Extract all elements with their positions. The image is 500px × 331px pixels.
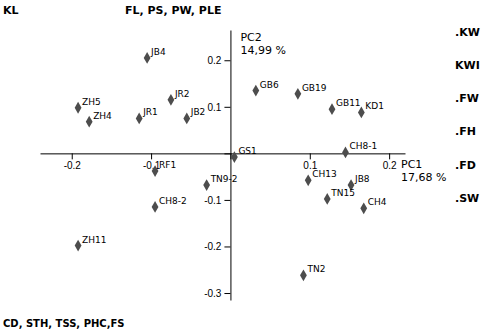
point xyxy=(183,113,190,125)
x-axis: -0.2-0.10.10.2 xyxy=(41,153,406,171)
point-label: TN2 xyxy=(306,264,325,274)
point xyxy=(203,179,210,191)
tick: -0.3 xyxy=(204,288,230,299)
point xyxy=(144,52,151,64)
tick-mark xyxy=(224,293,230,294)
point-label: CH8-1 xyxy=(349,141,377,151)
tick-label: -0.3 xyxy=(204,288,222,299)
annotation: .FH xyxy=(455,125,476,138)
point xyxy=(324,193,331,205)
point-label: CH4 xyxy=(368,197,387,207)
point xyxy=(136,113,143,125)
annotation: CD, STH, TSS, PHC,FS xyxy=(3,318,125,329)
tick-mark xyxy=(310,153,311,159)
point-label: KD1 xyxy=(365,101,384,111)
tick: -0.2 xyxy=(204,241,230,252)
annotation: .FW xyxy=(455,92,479,105)
tick-label: -0.2 xyxy=(64,160,82,171)
annotation: 17,68 % xyxy=(401,171,446,184)
point xyxy=(294,88,301,100)
tick: -0.2 xyxy=(64,153,82,171)
tick: 0.2 xyxy=(208,55,231,66)
tick-label: 0.2 xyxy=(208,55,222,66)
annotation: KWI xyxy=(455,59,480,72)
point-label: JB4 xyxy=(150,47,166,57)
annotation: .KW xyxy=(455,26,480,39)
tick: 0.1 xyxy=(208,102,231,113)
point xyxy=(360,202,367,214)
x-axis-title: PC1 xyxy=(401,158,422,171)
point xyxy=(152,165,159,177)
tick-mark xyxy=(224,153,230,154)
point-label: ZH5 xyxy=(82,97,101,107)
tick-label: 0.2 xyxy=(383,160,397,171)
tick-mark xyxy=(224,200,230,201)
annotation: .FD xyxy=(455,159,476,172)
point xyxy=(75,240,82,252)
axis-line xyxy=(230,31,231,301)
tick-label: -0.2 xyxy=(204,241,222,252)
point-label: JR2 xyxy=(174,89,190,99)
tick-mark xyxy=(72,153,73,159)
tick: -0.1 xyxy=(143,153,161,171)
point-label: ZH11 xyxy=(82,235,106,245)
point xyxy=(305,174,312,186)
tick-label: -0.1 xyxy=(143,160,161,171)
point-label: GB6 xyxy=(260,80,279,90)
point xyxy=(152,201,159,213)
tick: -0.1 xyxy=(204,195,230,206)
point xyxy=(358,107,365,119)
point xyxy=(168,94,175,106)
point xyxy=(86,116,93,128)
point-label: GB19 xyxy=(302,83,327,93)
annotation: .SW xyxy=(455,192,479,205)
point-label: TN15 xyxy=(330,188,355,198)
tick-label: -0.1 xyxy=(204,195,222,206)
point xyxy=(252,85,259,97)
texts: PC2 PC1 14,99 % 17,68 % KL FL, PS, PW, PLE CD,… xyxy=(3,4,480,329)
chart: -0.2-0.10.10.2-0.3-0.2-0.10.10.2JB4JR2JR… xyxy=(0,0,500,331)
point-label: CH8-2 xyxy=(159,196,187,206)
point-label: ZH4 xyxy=(93,111,112,121)
point-label: CH13 xyxy=(312,169,337,179)
point-label: GB11 xyxy=(336,98,361,108)
point xyxy=(329,103,336,115)
tick-mark xyxy=(224,246,230,247)
point xyxy=(75,102,82,114)
y-axis: -0.3 -0.2 -0.1 0.1 0.2 xyxy=(204,31,231,301)
tick-mark xyxy=(151,153,152,159)
point-label: TN9-2 xyxy=(210,174,238,184)
annotation: 14,99 % xyxy=(240,44,285,57)
annotation: KL xyxy=(3,4,19,17)
axis-line xyxy=(41,153,406,154)
point-label: JR1 xyxy=(142,107,158,117)
point-labels: JB4 JR2 JR1 JB2 GS1 RF1 TN9-2 CH8-2 GB6 GB19 GB11 K… xyxy=(82,47,387,274)
tick: 0.2 xyxy=(383,153,397,171)
y-axis-title: PC2 xyxy=(240,31,261,44)
point-label: RF1 xyxy=(159,160,176,170)
point-label: JB8 xyxy=(354,174,370,184)
tick-mark xyxy=(224,60,230,61)
point xyxy=(300,269,307,281)
tick xyxy=(224,153,230,154)
points xyxy=(75,52,367,281)
point xyxy=(342,147,349,159)
point-label: JB2 xyxy=(190,107,206,117)
tick-label: 0.1 xyxy=(208,102,222,113)
tick-mark xyxy=(389,153,390,159)
point-label: GS1 xyxy=(238,146,256,156)
point xyxy=(231,151,238,163)
tick-mark xyxy=(224,107,230,108)
annotation: FL, PS, PW, PLE xyxy=(125,4,221,17)
